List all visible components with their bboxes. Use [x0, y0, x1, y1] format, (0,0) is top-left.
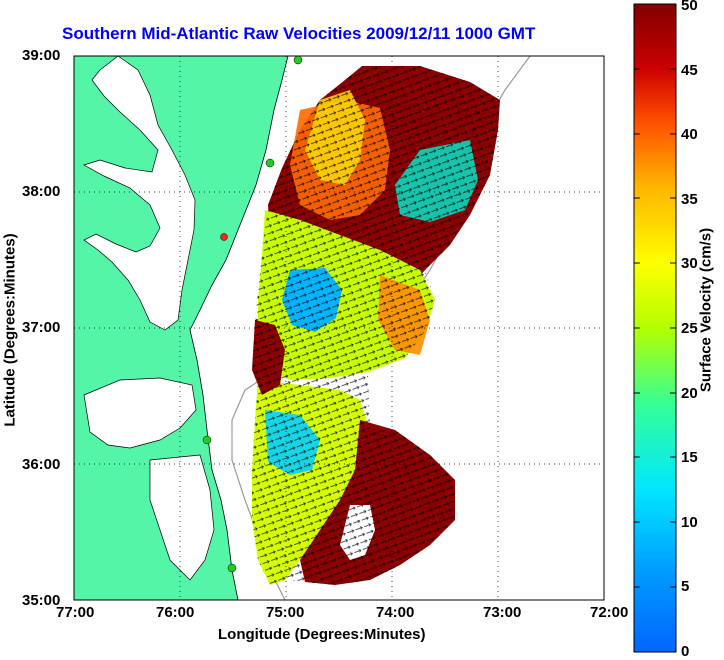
- plot-frame: [73, 55, 605, 601]
- pamlico-sound-south: [149, 454, 215, 581]
- station-marker: [293, 56, 303, 65]
- x-tick: 76:00: [156, 604, 195, 621]
- x-tick: 75:00: [266, 604, 305, 621]
- station-marker: [265, 158, 275, 168]
- colorbar-tick: 45: [681, 62, 698, 79]
- station-marker: [202, 435, 212, 445]
- x-tick: 73:00: [483, 604, 522, 621]
- colorbar-tick: 0: [681, 643, 690, 660]
- colorbar-tick: 30: [681, 255, 698, 272]
- chesapeake-bay: [83, 56, 196, 331]
- pamlico-sound: [83, 377, 197, 449]
- velocity-field: [252, 66, 500, 585]
- x-tick: 72:00: [590, 604, 629, 621]
- station-marker: [227, 563, 237, 573]
- y-tick: 38:00: [22, 183, 61, 200]
- colorbar-tick: 20: [681, 385, 698, 402]
- colorbar-tick: 5: [681, 578, 690, 595]
- x-tick: 74:00: [376, 604, 415, 621]
- velocity-arrows: [252, 66, 500, 585]
- colorbar-tick: 10: [681, 514, 698, 531]
- colorbar-ticks: [634, 68, 676, 588]
- x-axis-label: Longitude (Degrees:Minutes): [218, 626, 426, 643]
- colorbar-tick: 15: [681, 449, 698, 466]
- map-title: Southern Mid-Atlantic Raw Velocities 200…: [62, 24, 536, 43]
- y-tick: 35:00: [22, 592, 61, 609]
- colorbar-tick: 40: [681, 126, 698, 143]
- colorbar-tick: 35: [681, 191, 698, 208]
- colorbar-tick: 25: [681, 320, 698, 337]
- y-tick: 39:00: [22, 47, 61, 64]
- y-tick: 37:00: [22, 319, 61, 336]
- x-tick: 77:00: [56, 604, 95, 621]
- colorbar: [633, 3, 677, 653]
- station-marker: [220, 233, 228, 241]
- colorbar-tick: 50: [681, 0, 698, 14]
- y-tick: 36:00: [22, 456, 61, 473]
- grid-lines: [74, 56, 604, 600]
